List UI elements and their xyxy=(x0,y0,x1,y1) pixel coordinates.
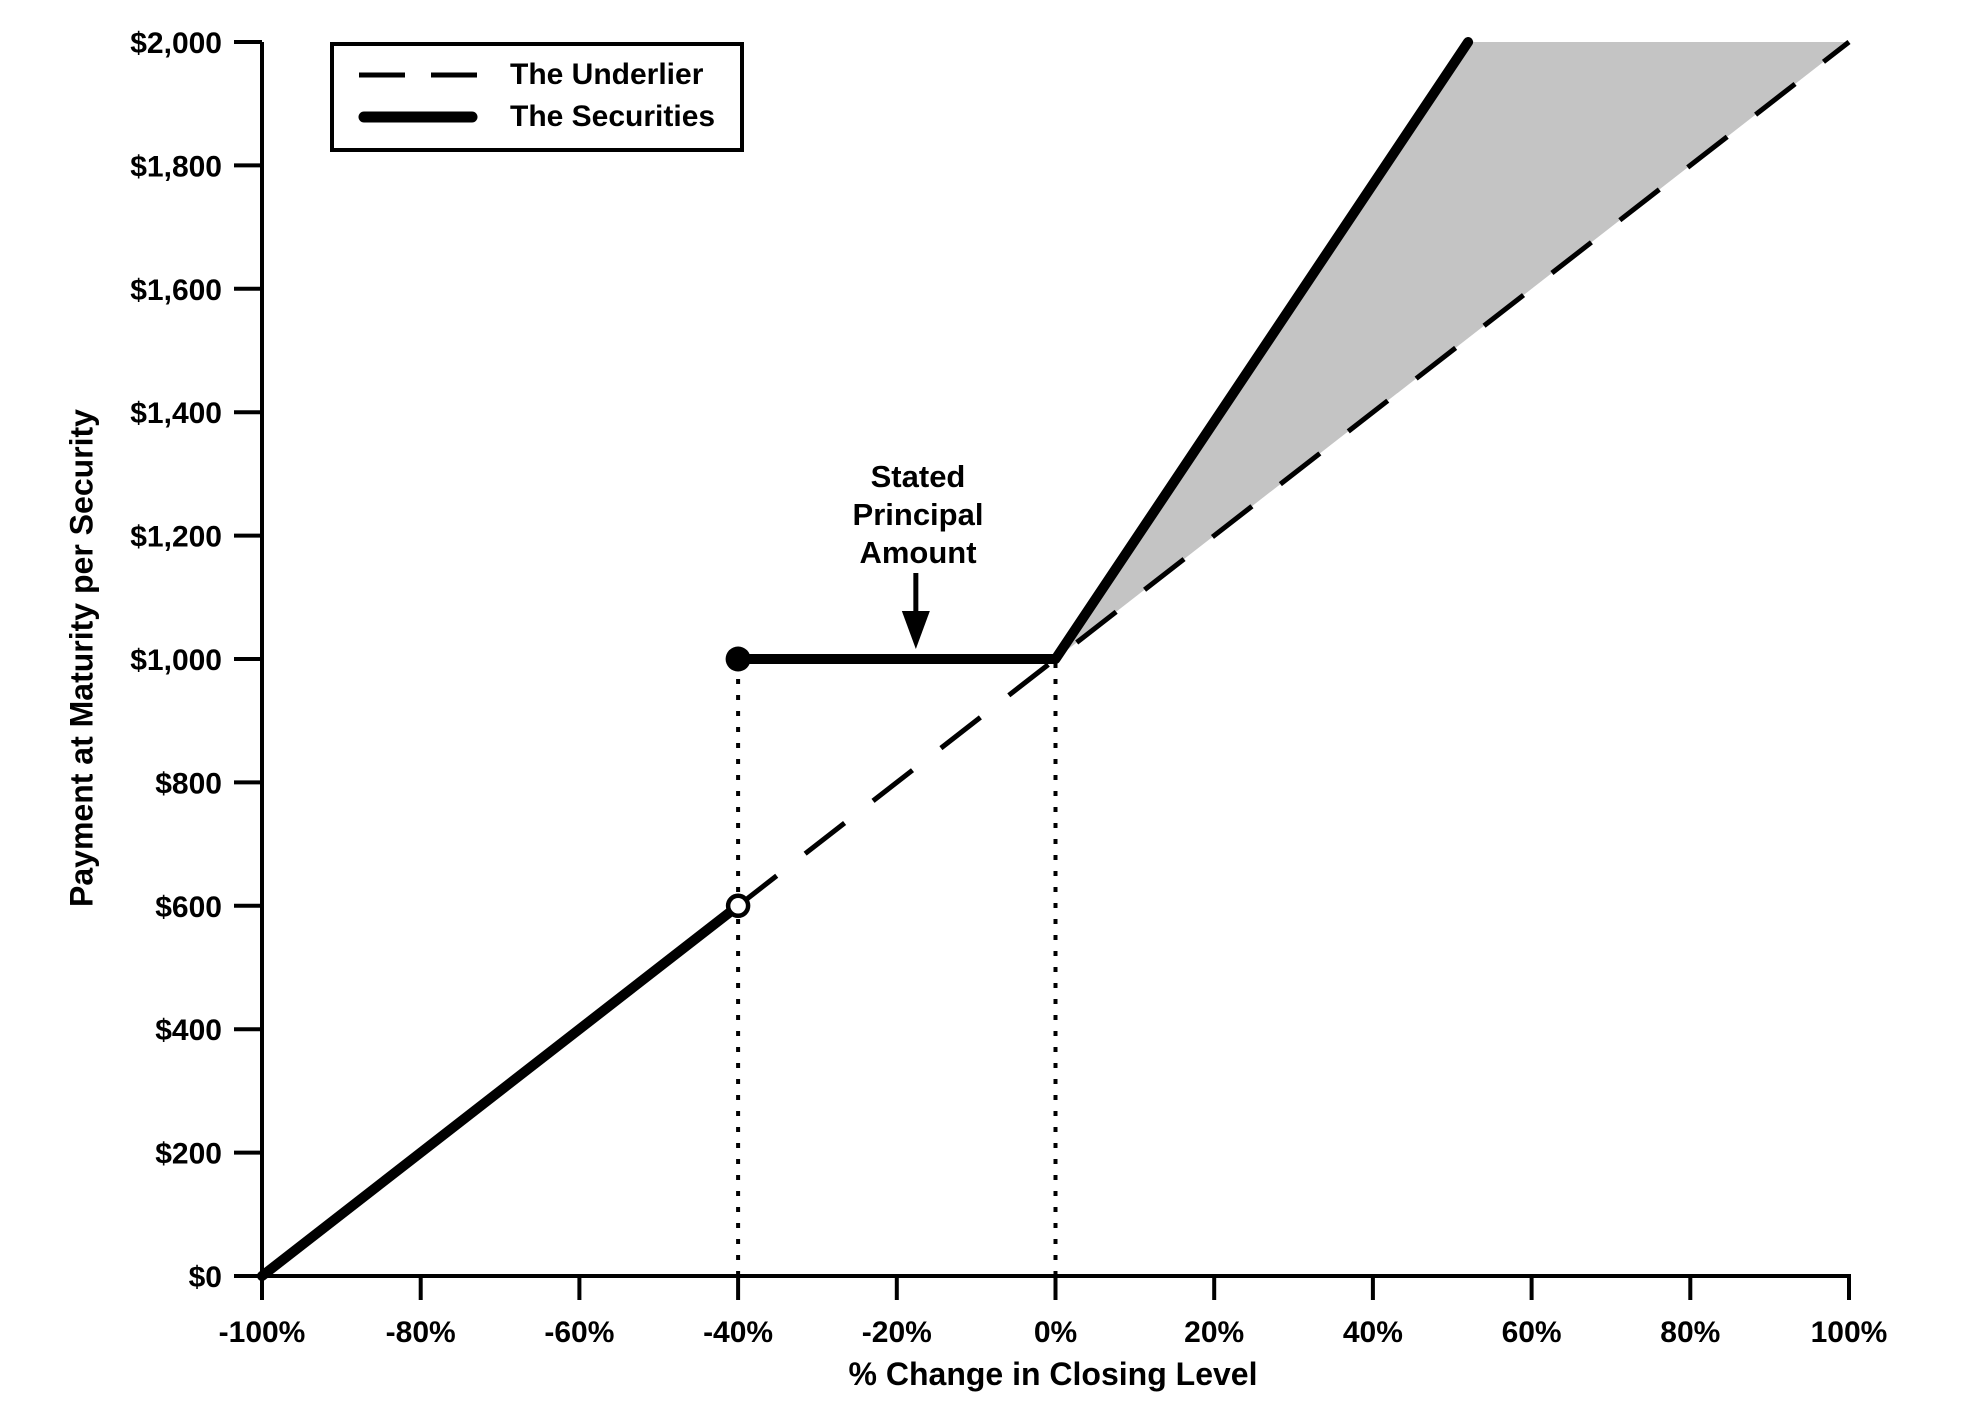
x-tick-label: -60% xyxy=(544,1316,614,1349)
x-tick-label: 0% xyxy=(1034,1316,1077,1349)
x-tick-label: 40% xyxy=(1343,1316,1403,1349)
y-tick-label: $2,000 xyxy=(130,27,222,60)
x-tick-label: 60% xyxy=(1502,1316,1562,1349)
annotation-arrow-head xyxy=(901,611,930,649)
y-tick-label: $200 xyxy=(155,1138,222,1171)
annotation-line: Stated xyxy=(870,459,966,494)
securities-line xyxy=(257,900,744,1281)
legend-entry-underlier: The Underlier xyxy=(358,58,740,92)
annotation-line: Principal xyxy=(852,497,984,532)
x-tick-label: -100% xyxy=(219,1316,306,1349)
y-tick-label: $1,800 xyxy=(130,150,222,183)
filled-circle-marker xyxy=(725,646,751,672)
x-tick-label: -20% xyxy=(862,1316,932,1349)
y-tick-label: $1,000 xyxy=(130,644,222,677)
underlier-line xyxy=(260,40,1851,1278)
legend: The Underlier The Securities xyxy=(330,42,744,152)
y-tick-label: $800 xyxy=(155,767,222,800)
legend-label-underlier: The Underlier xyxy=(510,58,704,91)
y-axis-title: Payment at Maturity per Security xyxy=(63,409,100,907)
y-tick-label: $1,400 xyxy=(130,397,222,430)
y-tick-label: $1,600 xyxy=(130,274,222,307)
y-tick-label: $1,200 xyxy=(130,521,222,554)
y-tick-label: $600 xyxy=(155,891,222,924)
x-axis-title: % Change in Closing Level xyxy=(848,1356,1258,1392)
annotation-line: Amount xyxy=(859,535,977,570)
legend-label-securities: The Securities xyxy=(510,100,716,133)
dashed-line-icon xyxy=(359,72,477,78)
x-tick-label: 100% xyxy=(1811,1316,1888,1349)
x-tick-label: 20% xyxy=(1184,1316,1244,1349)
y-tick-label: $400 xyxy=(155,1014,222,1047)
x-tick-label: 80% xyxy=(1660,1316,1720,1349)
legend-entry-securities: The Securities xyxy=(358,100,740,134)
y-tick-label: $0 xyxy=(189,1261,222,1294)
securities-line xyxy=(733,37,1474,664)
stated-principal-annotation: Stated Principal Amount xyxy=(853,458,984,572)
x-tick-label: -40% xyxy=(703,1316,773,1349)
solid-thick-line-icon xyxy=(358,111,478,123)
x-tick-label: -80% xyxy=(386,1316,456,1349)
open-circle-marker xyxy=(725,893,751,919)
